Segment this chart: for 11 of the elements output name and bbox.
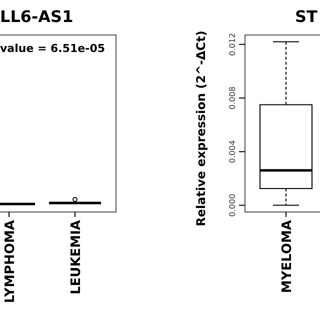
text: LL6-AS1 bbox=[0, 7, 74, 26]
x-tick-label: MYELOMA bbox=[280, 220, 295, 294]
y-axis-title: Relative expression (2^-ΔCt) bbox=[194, 30, 208, 226]
y-tick-label: 0.012 bbox=[228, 32, 237, 56]
chart-title: ST bbox=[295, 7, 318, 26]
y-tick-label: 0.000 bbox=[228, 194, 237, 217]
category-label: LEUKEMIA bbox=[69, 220, 84, 295]
category-label: LYMPHOMA bbox=[3, 220, 18, 304]
y-tick-label: 0.004 bbox=[228, 140, 237, 164]
text: value = 6.51e-05 bbox=[0, 42, 106, 55]
y-tick-label: 0.008 bbox=[228, 86, 237, 110]
